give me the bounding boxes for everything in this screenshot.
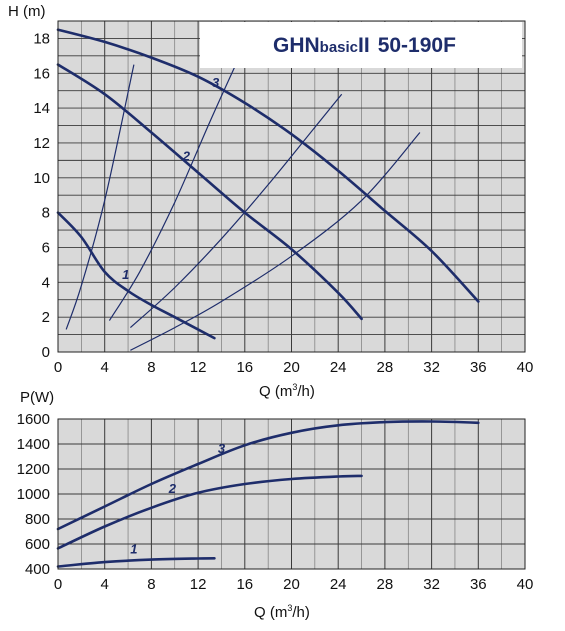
- pump-curve-1: [56, 557, 216, 568]
- x-tick-label: 28: [377, 576, 394, 593]
- pump-curve-2: [56, 474, 363, 550]
- x-tick-label: 0: [54, 576, 62, 593]
- power-y-axis-label: P(W): [20, 389, 54, 406]
- power-curve-labels: 1 2 3: [130, 441, 226, 557]
- head-y-axis-label: H (m): [8, 3, 46, 20]
- head-plot-frame: [57, 20, 526, 353]
- y-tick-label: 8: [42, 205, 50, 222]
- y-tick-label: 6: [42, 239, 50, 256]
- x-tick-label: 40: [517, 359, 534, 376]
- y-tick-label: 600: [25, 536, 50, 553]
- x-tick-label: 24: [330, 359, 347, 376]
- pump-curve-3: [56, 420, 480, 531]
- x-tick-label: 16: [236, 576, 253, 593]
- x-tick-label: 32: [423, 576, 440, 593]
- y-tick-label: 16: [33, 65, 50, 82]
- y-tick-label: 14: [33, 100, 50, 117]
- y-tick-label: 10: [33, 170, 50, 187]
- x-tick-label: 8: [147, 359, 155, 376]
- x-tick-label: 20: [283, 576, 300, 593]
- x-tick-label: 12: [190, 359, 207, 376]
- x-tick-label: 40: [517, 576, 534, 593]
- y-tick-label: 4: [42, 274, 50, 291]
- x-tick-label: 12: [190, 576, 207, 593]
- head-y-tick-labels: 0 2 4 6 8 10 12 14 16 18: [33, 30, 50, 361]
- system-curve: [65, 64, 135, 330]
- head-x-axis-label: Q (m3/h): [259, 382, 315, 400]
- title-box: [200, 22, 522, 68]
- pump-curve-3: [56, 28, 480, 303]
- y-tick-label: 0: [42, 344, 50, 361]
- curve-label-3: 3: [218, 441, 226, 456]
- x-tick-label: 8: [147, 576, 155, 593]
- x-tick-label: 36: [470, 359, 487, 376]
- y-tick-label: 1400: [17, 436, 50, 453]
- power-x-tick-labels: 0 4 8 12 16 20 24 28 32 36 40: [54, 576, 534, 593]
- y-tick-label: 12: [33, 135, 50, 152]
- head-x-tick-labels: 0 4 8 12 16 20 24 28 32 36 40: [54, 359, 534, 376]
- x-tick-label: 16: [236, 359, 253, 376]
- y-tick-label: 1200: [17, 461, 50, 478]
- power-series: [56, 420, 480, 568]
- head-grid: [57, 20, 526, 353]
- x-tick-label: 0: [54, 359, 62, 376]
- y-tick-label: 2: [42, 309, 50, 326]
- power-plot-frame: [57, 418, 526, 570]
- x-tick-label: 20: [283, 359, 300, 376]
- head-series: [56, 28, 480, 340]
- power-y-tick-labels: 400 600 800 1000 1200 1400 1600: [17, 411, 50, 578]
- system-curve: [108, 57, 240, 321]
- power-chart: 0 4 8 12 16 20 24 28 32 36 40 40060080010001200140…: [17, 389, 534, 621]
- x-tick-label: 24: [330, 576, 347, 593]
- curve-label-1: 1: [130, 541, 137, 556]
- pump-curve-1: [56, 211, 216, 340]
- x-tick-label: 32: [423, 359, 440, 376]
- y-tick-label: 400: [25, 561, 50, 578]
- x-tick-label: 28: [377, 359, 394, 376]
- y-tick-label: 1600: [17, 411, 50, 428]
- y-tick-label: 18: [33, 30, 50, 47]
- curve-label-1: 1: [122, 267, 129, 282]
- y-tick-label: 800: [25, 511, 50, 528]
- y-tick-label: 1000: [17, 486, 50, 503]
- x-tick-label: 4: [101, 576, 109, 593]
- system-curve: [130, 132, 421, 351]
- pump-curve-2: [56, 63, 363, 321]
- curve-label-3: 3: [212, 75, 220, 90]
- power-x-axis-label: Q (m3/h): [254, 603, 310, 621]
- head-curve-labels: 1 2 3: [122, 75, 220, 282]
- curve-label-2: 2: [182, 148, 191, 163]
- x-tick-label: 4: [101, 359, 109, 376]
- chart-title: GHNbasicII 50-190F: [273, 34, 456, 57]
- x-tick-label: 36: [470, 576, 487, 593]
- curve-label-2: 2: [168, 481, 177, 496]
